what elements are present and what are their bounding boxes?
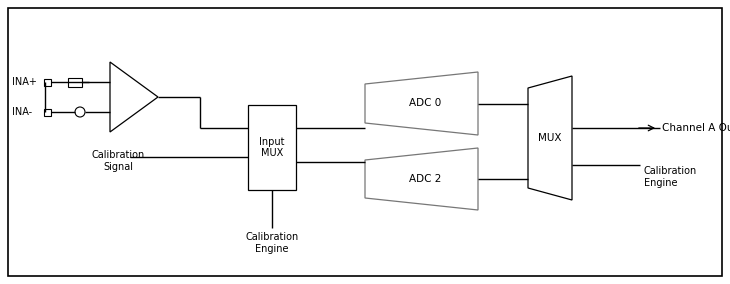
Text: MUX: MUX (538, 133, 562, 143)
Text: Calibration
Signal: Calibration Signal (91, 150, 145, 172)
Text: Calibration
Engine: Calibration Engine (644, 166, 697, 188)
Text: ADC 2: ADC 2 (410, 174, 442, 184)
Polygon shape (365, 148, 478, 210)
Bar (68, 78, 82, 87)
Text: Input
MUX: Input MUX (259, 137, 285, 158)
Polygon shape (365, 72, 478, 135)
Polygon shape (528, 76, 572, 200)
Bar (44, 108, 51, 116)
Text: Calibration
Engine: Calibration Engine (245, 232, 299, 254)
Polygon shape (110, 62, 158, 132)
Text: INA-: INA- (12, 107, 32, 117)
Text: Channel A Output: Channel A Output (662, 123, 730, 133)
Text: ADC 0: ADC 0 (410, 99, 442, 108)
Bar (248, 105, 296, 190)
Text: INA+: INA+ (12, 77, 37, 87)
Circle shape (75, 107, 85, 117)
Bar (44, 78, 51, 85)
